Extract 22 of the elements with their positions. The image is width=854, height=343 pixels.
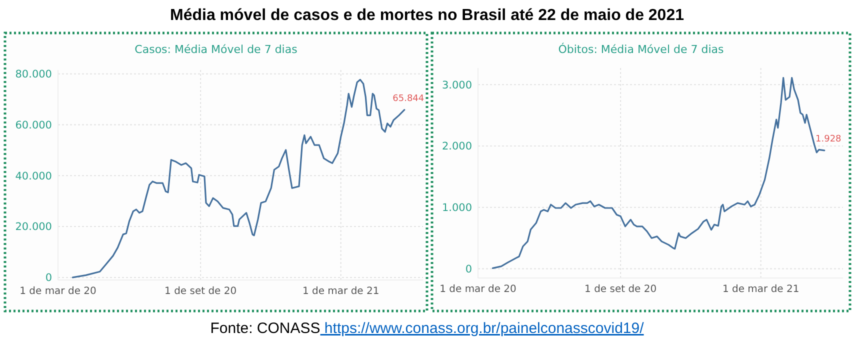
text: https://www.conass.org.br/painelconasscovid19/ (320, 320, 645, 337)
x-tick-label: 1 de mar de 20 (20, 286, 96, 297)
y-tick-label: 1.000 (442, 202, 472, 214)
x-tick-label: 1 de set de 20 (584, 284, 657, 295)
source-note: Fonte: CONASS (210, 320, 320, 337)
chart-subtitle: Óbitos: Média Móvel de 7 dias (558, 42, 724, 56)
annotation: 65.844 (392, 94, 424, 104)
annotation: 1.928 (816, 134, 842, 144)
y-tick-label: 2.000 (442, 140, 472, 153)
y-tick-label: 0 (465, 263, 472, 276)
y-tick-label: 3.000 (442, 79, 472, 92)
chart-subtitle: Casos: Média Móvel de 7 dias (134, 43, 298, 56)
y-tick-label: 40.000 (15, 170, 52, 182)
y-tick-label: 20.000 (15, 221, 52, 234)
x-tick-label: 1 de mar de 20 (440, 284, 516, 295)
x-tick-label: 1 de mar de 21 (302, 286, 380, 297)
x-tick-label: 1 de mar de 21 (722, 284, 800, 295)
y-tick-label: 0 (45, 272, 52, 284)
y-tick-label: 60.000 (15, 119, 52, 132)
chart-title: Média móvel de casos e de mortes no Brasil até 22 de maio de 2021 (170, 7, 684, 24)
y-tick-label: 80.000 (15, 68, 52, 80)
x-tick-label: 1 de set de 20 (164, 286, 237, 297)
